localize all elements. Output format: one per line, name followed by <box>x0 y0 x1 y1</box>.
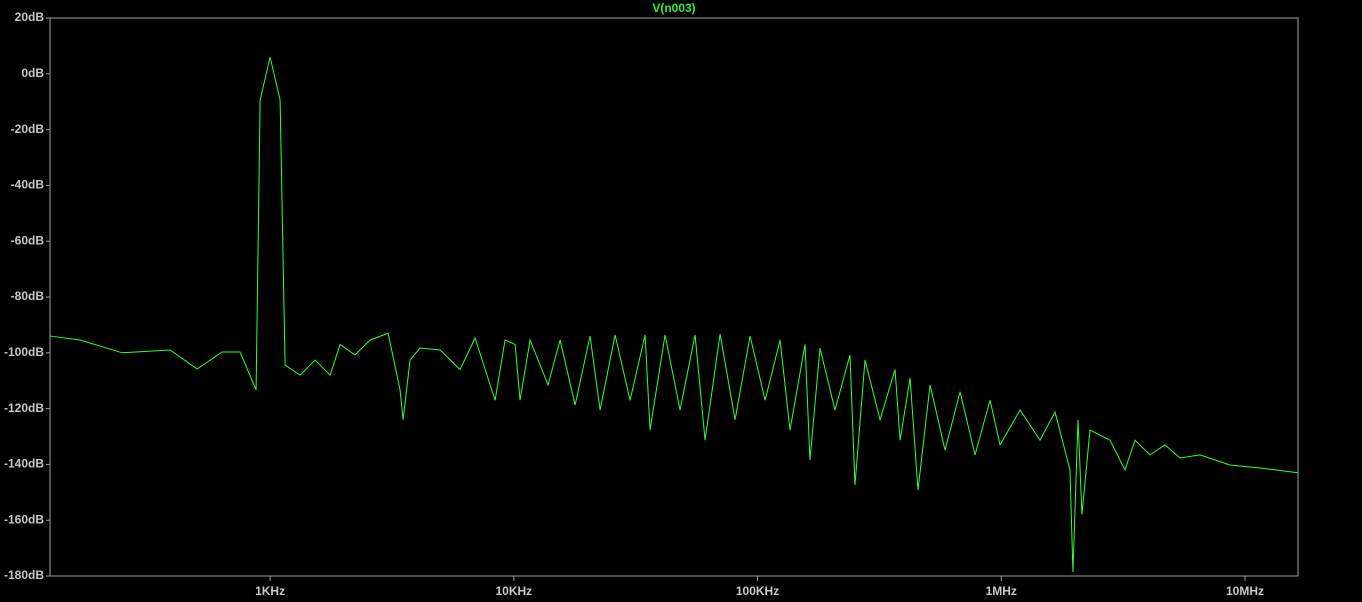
x-tick-label: 100KHz <box>736 584 779 598</box>
x-tick-label: 1KHz <box>255 584 285 598</box>
x-tick-label: 10KHz <box>495 584 532 598</box>
y-tick-label: 20dB <box>15 10 45 24</box>
chart-title: V(n003) <box>652 1 695 15</box>
plot-frame <box>49 17 1299 577</box>
y-tick-label: -180dB <box>4 568 44 582</box>
y-tick-label: -120dB <box>4 401 44 415</box>
y-tick-label: -60dB <box>11 233 45 247</box>
y-tick-label: -140dB <box>4 457 44 471</box>
spectrum-line <box>49 56 1299 573</box>
y-tick-label: -20dB <box>11 122 45 136</box>
y-tick-label: -100dB <box>4 345 44 359</box>
y-tick-label: -160dB <box>4 512 44 526</box>
x-tick-label: 10MHz <box>1226 584 1264 598</box>
y-tick-label: 0dB <box>21 66 44 80</box>
x-tick-label: 1MHz <box>986 584 1017 598</box>
y-tick-label: -40dB <box>11 178 45 192</box>
y-tick-label: -80dB <box>11 289 45 303</box>
